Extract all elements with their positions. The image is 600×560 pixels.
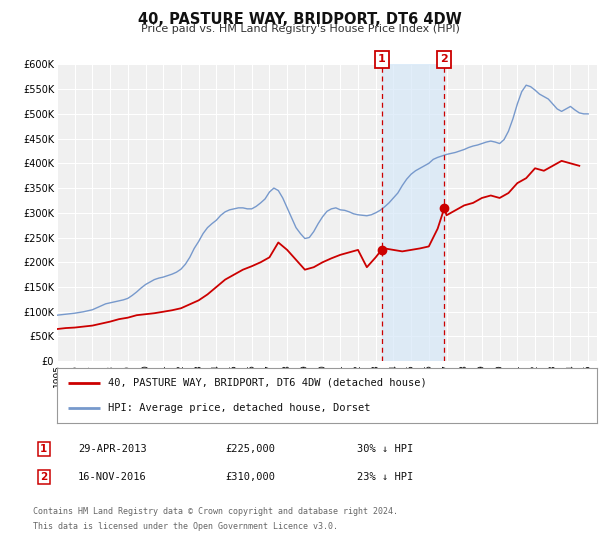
Text: 16-NOV-2016: 16-NOV-2016 [78,472,147,482]
Text: 1: 1 [40,444,47,454]
Text: 29-APR-2013: 29-APR-2013 [78,444,147,454]
Text: £310,000: £310,000 [225,472,275,482]
Text: 30% ↓ HPI: 30% ↓ HPI [357,444,413,454]
Text: HPI: Average price, detached house, Dorset: HPI: Average price, detached house, Dors… [108,403,371,413]
Text: 40, PASTURE WAY, BRIDPORT, DT6 4DW (detached house): 40, PASTURE WAY, BRIDPORT, DT6 4DW (deta… [108,378,427,388]
Text: 23% ↓ HPI: 23% ↓ HPI [357,472,413,482]
Text: £225,000: £225,000 [225,444,275,454]
Text: Price paid vs. HM Land Registry's House Price Index (HPI): Price paid vs. HM Land Registry's House … [140,24,460,34]
Text: 40, PASTURE WAY, BRIDPORT, DT6 4DW: 40, PASTURE WAY, BRIDPORT, DT6 4DW [138,12,462,27]
Text: This data is licensed under the Open Government Licence v3.0.: This data is licensed under the Open Gov… [33,522,338,531]
Text: 2: 2 [40,472,47,482]
Text: 2: 2 [440,54,448,64]
Bar [382,64,445,361]
Text: Contains HM Land Registry data © Crown copyright and database right 2024.: Contains HM Land Registry data © Crown c… [33,507,398,516]
Text: 1: 1 [377,54,385,64]
